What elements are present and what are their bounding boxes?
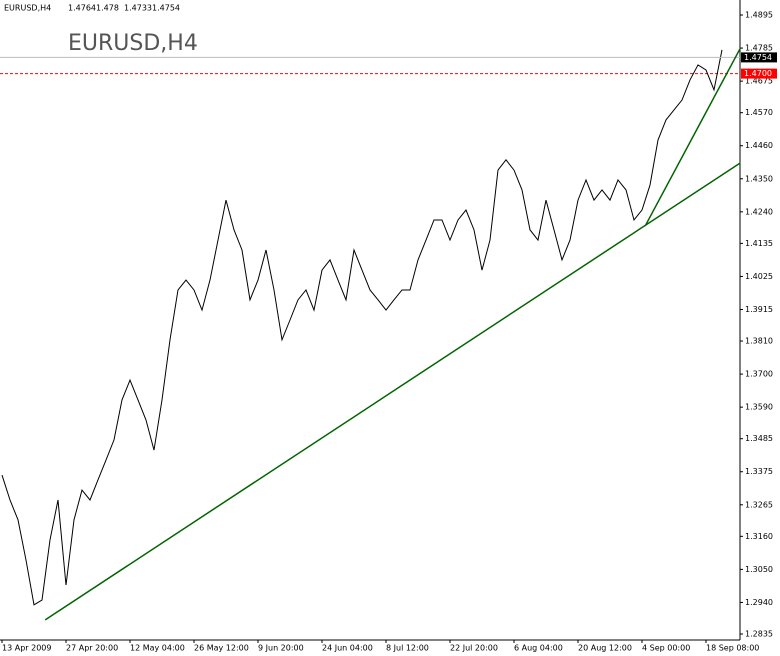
x-tick-label: 8 Jul 12:00: [386, 644, 429, 653]
y-tick-label: 1.3810: [745, 337, 773, 346]
y-tick-label: 1.3700: [745, 370, 773, 379]
y-tick-label: 1.3915: [745, 305, 773, 314]
y-tick-label: 1.3050: [745, 565, 773, 574]
x-tick-label: 27 Apr 20:00: [66, 644, 118, 653]
high: 1.478: [96, 4, 119, 13]
x-tick-label: 20 Aug 12:00: [578, 644, 632, 653]
y-tick-label: 1.3160: [745, 532, 773, 541]
symbol: EURUSD,H4: [4, 4, 51, 13]
y-tick-label: 1.4135: [745, 239, 773, 248]
watermark: EURUSD,H4: [68, 31, 198, 56]
y-tick-label: 1.4025: [745, 272, 773, 281]
x-tick-label: 18 Sep 08:00: [706, 644, 759, 653]
y-tick-label: 1.3485: [745, 434, 773, 443]
y-tick-label: 1.4675: [745, 77, 773, 86]
y-tick-label: 1.4570: [745, 108, 773, 117]
y-tick-label: 1.2940: [745, 598, 773, 607]
y-tick-label: 1.4895: [745, 11, 773, 20]
y-tick-label: 1.4240: [745, 207, 773, 216]
price-box: [741, 52, 777, 63]
y-tick-label: 1.4350: [745, 174, 773, 183]
x-tick-label: 22 Jul 20:00: [450, 644, 498, 653]
y-tick-label: 1.3590: [745, 403, 773, 412]
x-tick-label: 4 Sep 00:00: [642, 644, 690, 653]
price-label: 1.4754: [744, 53, 772, 62]
x-tick-label: 13 Apr 2009: [2, 644, 51, 653]
y-tick-label: 1.4460: [745, 141, 773, 150]
trendline: [44, 162, 741, 621]
trendline: [644, 47, 742, 227]
price-line: [1, 49, 723, 606]
x-tick-label: 26 May 12:00: [194, 644, 249, 653]
y-tick-label: 1.4785: [745, 44, 773, 53]
level-label: 1.4700: [744, 69, 772, 78]
x-tick-label: 6 Aug 04:00: [514, 644, 563, 653]
y-tick-label: 1.3375: [745, 467, 773, 476]
y-tick-label: 1.3265: [745, 500, 773, 509]
level-box: [741, 68, 777, 79]
x-tick-label: 9 Jun 20:00: [258, 644, 304, 653]
open: 1.4764: [68, 4, 96, 13]
low: 1.4733: [124, 4, 152, 13]
x-tick-label: 12 May 04:00: [130, 644, 185, 653]
close: 1.4754: [152, 4, 180, 13]
y-tick-label: 1.2835: [745, 629, 773, 638]
x-tick-label: 24 Jun 04:00: [322, 644, 373, 653]
